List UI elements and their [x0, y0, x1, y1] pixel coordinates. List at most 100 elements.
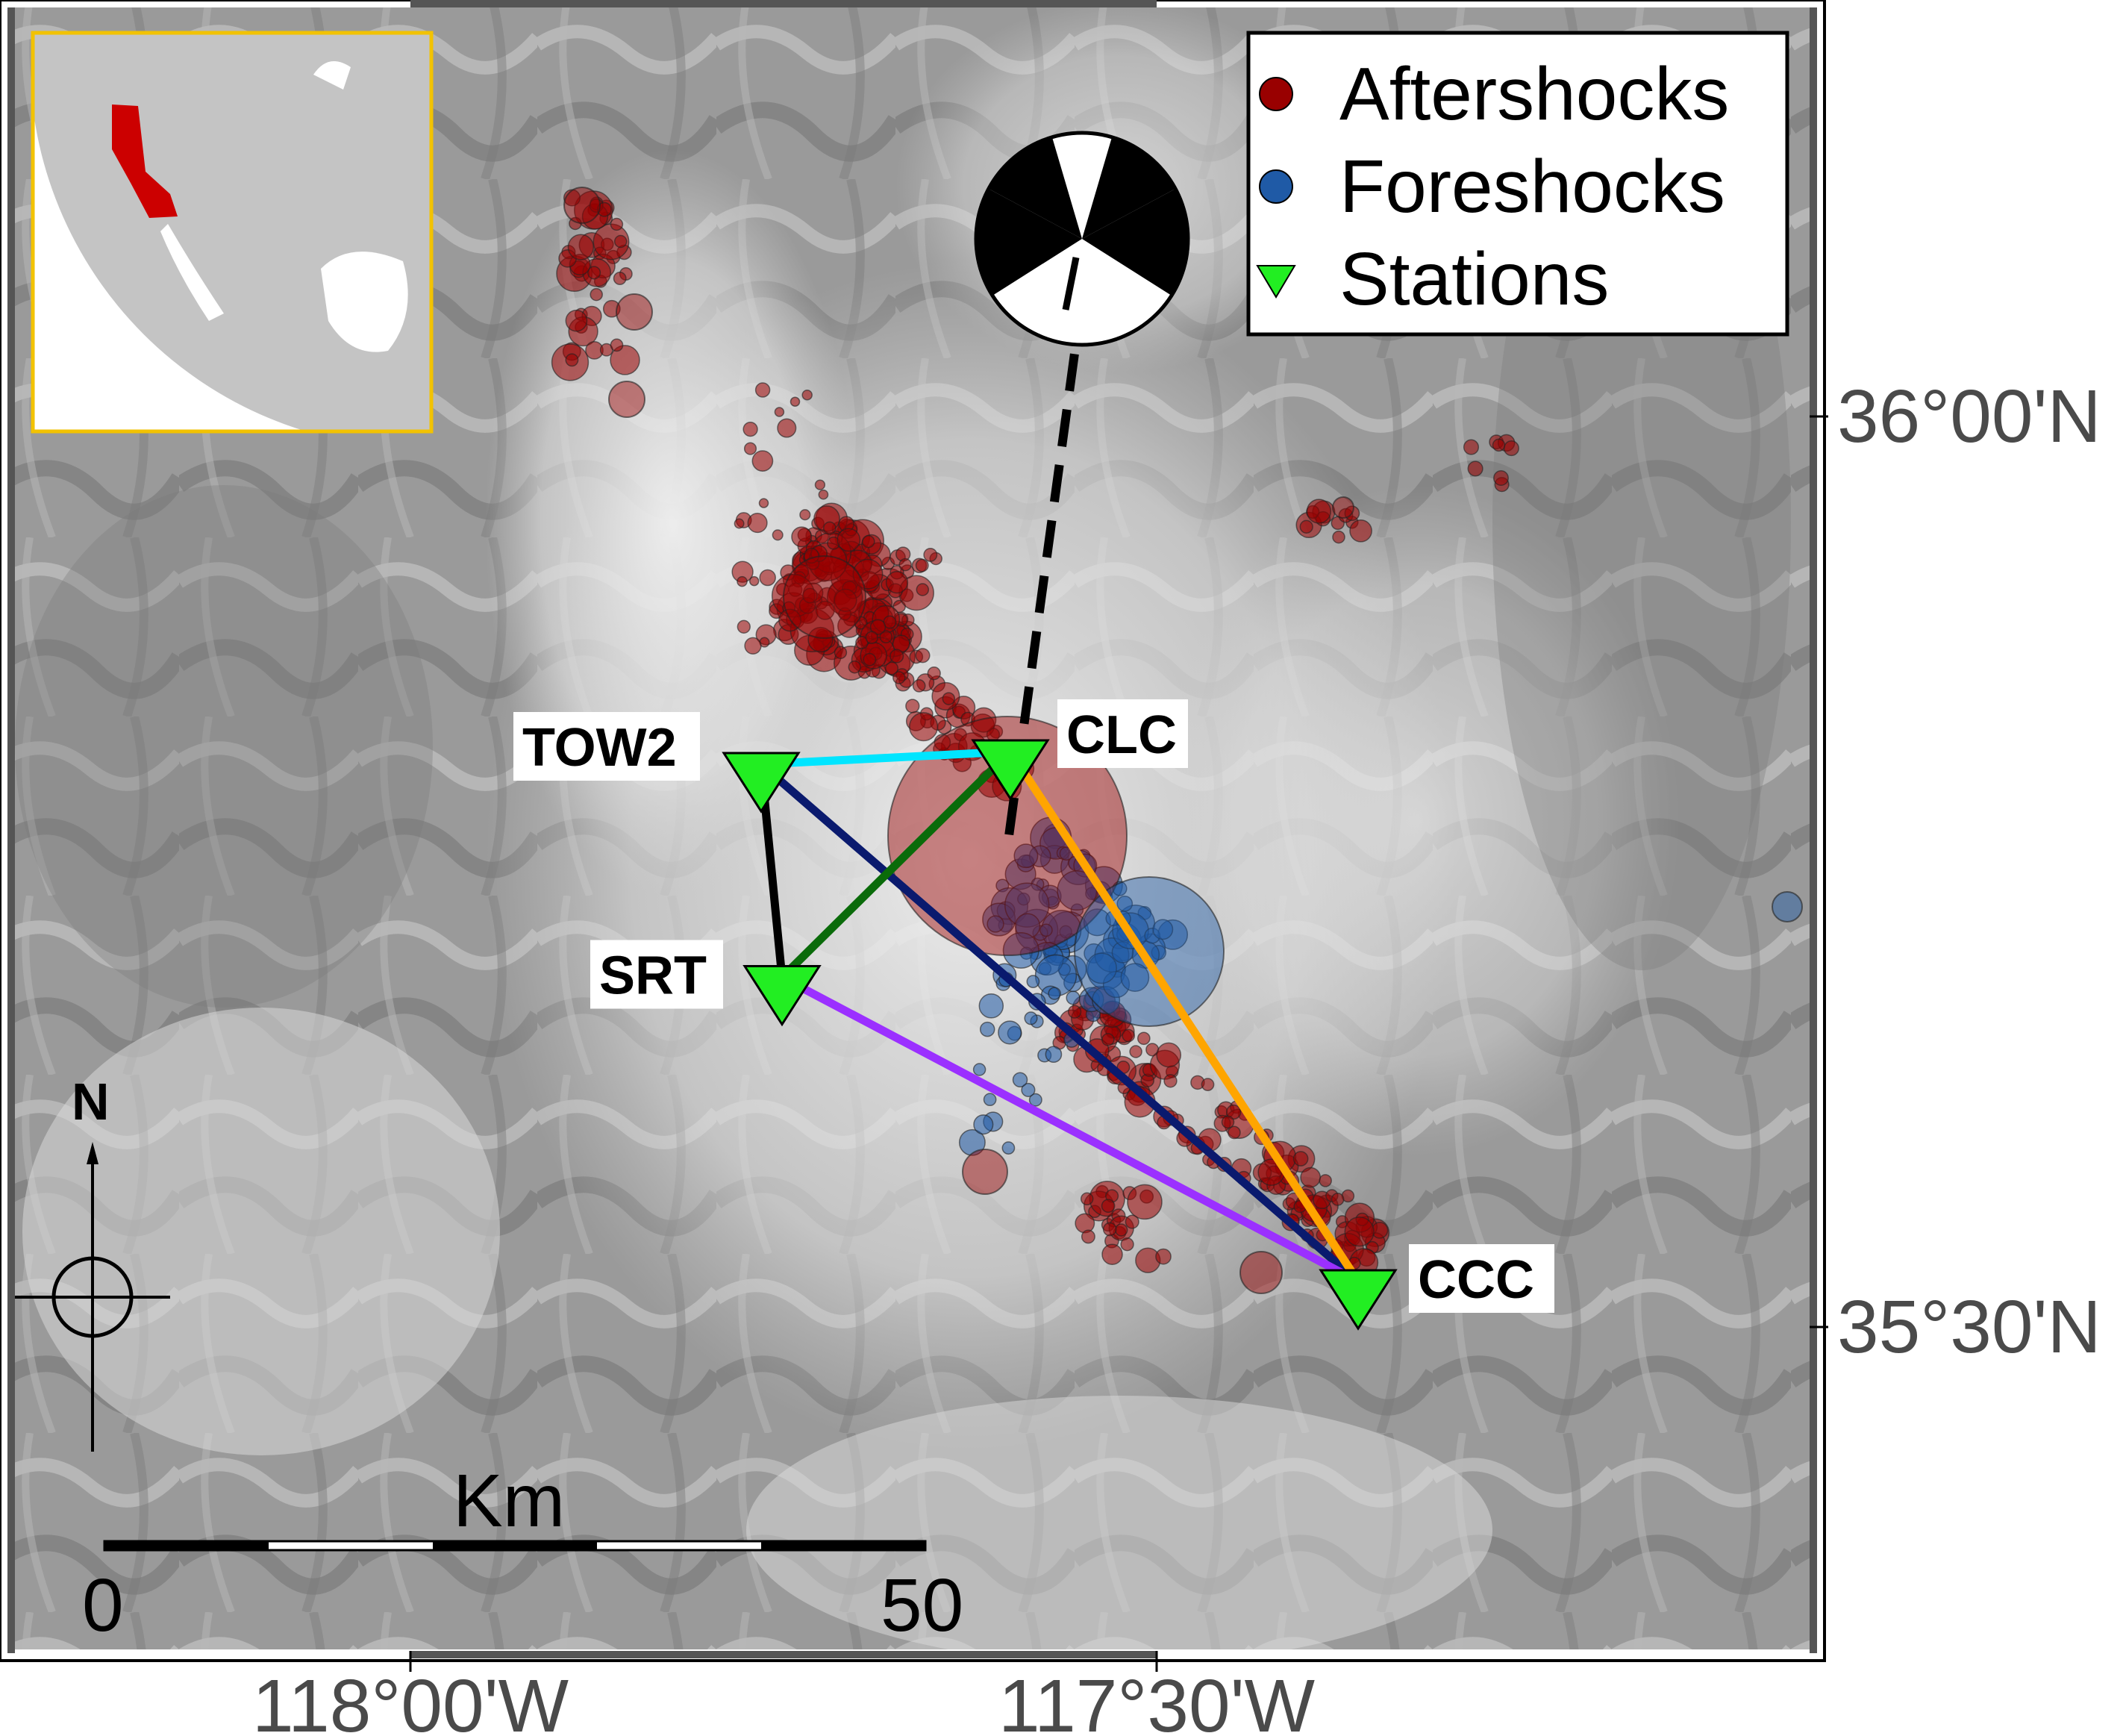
earthquake-marker: [814, 479, 826, 490]
earthquake-marker: [1221, 1115, 1235, 1129]
station-label-tow2: TOW2: [522, 718, 677, 778]
earthquake-marker: [1332, 496, 1354, 519]
inset-frame: [31, 31, 434, 434]
earthquake-marker: [565, 353, 579, 367]
earthquake-marker: [863, 652, 877, 666]
earthquake-marker: [610, 345, 640, 375]
earthquake-marker: [1024, 1011, 1038, 1025]
legend: Aftershocks Foreshocks Stations: [1246, 31, 1789, 337]
earthquake-marker: [610, 338, 624, 352]
station-label-srt: SRT: [599, 946, 707, 1006]
earthquake-marker: [743, 442, 757, 455]
earthquake-marker: [567, 234, 595, 260]
earthquake-marker: [1332, 530, 1345, 544]
earthquake-marker: [1300, 1167, 1322, 1188]
earthquake-marker: [1075, 1213, 1095, 1234]
earthquake-marker: [1349, 519, 1372, 543]
y-tick-label-35-30n: 35°30'N: [1837, 1285, 2101, 1369]
earthquake-marker: [1086, 952, 1117, 984]
earthquake-marker: [1013, 843, 1039, 869]
earthquake-marker: [962, 1149, 1008, 1195]
station-label-box: [1409, 1244, 1554, 1313]
earthquake-marker: [865, 631, 879, 645]
path-clc-ccc: [1006, 747, 1363, 1286]
earthquake-marker: [734, 518, 745, 529]
earthquake-marker: [1463, 439, 1480, 455]
earthquake-marker: [790, 396, 801, 407]
earthquake-marker: [1021, 1082, 1036, 1097]
earthquake-marker: [1319, 1174, 1332, 1187]
earthquake-marker: [610, 217, 624, 231]
earthquake-marker: [1122, 1028, 1136, 1043]
earthquake-marker: [1129, 1045, 1142, 1058]
station-label-box: [1057, 699, 1188, 768]
path-tow2-ccc: [757, 760, 1363, 1286]
path-clc-srt: [778, 747, 1015, 981]
earthquake-marker: [774, 407, 785, 417]
earthquake-marker: [759, 569, 776, 587]
earthquake-marker: [587, 266, 601, 280]
station-layer: TOW2 CLC SRT CCC: [513, 699, 1554, 1331]
station-label-box: [590, 940, 723, 1009]
earthquake-layer: [551, 187, 1803, 1294]
earthquake-marker: [1503, 440, 1519, 457]
earthquake-marker: [1467, 460, 1483, 477]
earthquake-marker: [742, 421, 758, 437]
earthquake-marker: [915, 558, 929, 572]
earthquake-marker: [834, 588, 857, 612]
earthquake-marker: [983, 1093, 997, 1107]
earthquake-marker: [848, 660, 862, 674]
station-marker-ccc: [1319, 1269, 1398, 1331]
earthquake-marker: [616, 293, 653, 331]
earthquake-marker: [1127, 1184, 1163, 1220]
y-tick-label-36n: 36°00'N: [1837, 375, 2101, 458]
earthquake-marker: [1299, 519, 1313, 534]
earthquake-marker: [972, 1063, 987, 1076]
earthquake-marker: [802, 587, 818, 604]
earthquake-marker: [1028, 1093, 1042, 1107]
earthquake-marker: [596, 202, 612, 217]
station-marker-srt: [742, 965, 822, 1027]
earthquake-marker: [822, 521, 837, 535]
earthquake-marker: [737, 575, 748, 587]
legend-stations: Stations: [1339, 237, 1609, 321]
earthquake-marker: [747, 513, 768, 534]
earthquake-marker: [905, 699, 920, 714]
earthquake-marker: [1101, 1033, 1115, 1046]
earthquake-marker: [744, 637, 762, 655]
earthquake-marker: [869, 619, 887, 635]
earthquake-marker: [834, 646, 848, 660]
earthquake-marker: [912, 679, 926, 693]
earthquake-marker: [1048, 987, 1061, 1000]
earthquake-marker: [613, 272, 627, 285]
earthquake-marker: [879, 630, 893, 644]
earthquake-marker: [1001, 1141, 1016, 1155]
earthquake-marker: [1045, 1046, 1063, 1064]
earthquake-marker: [1163, 1074, 1178, 1088]
earthquake-marker: [958, 1128, 986, 1156]
earthquake-marker: [1114, 1223, 1128, 1237]
earthquake-marker: [1331, 1193, 1345, 1206]
earthquake-marker: [916, 583, 930, 596]
earthquake-marker: [565, 309, 588, 332]
inset-map: [31, 31, 434, 434]
earthquake-marker: [978, 993, 1004, 1019]
earthquake-marker: [1120, 963, 1150, 992]
earthquake-marker: [1228, 1125, 1241, 1140]
earthquake-marker: [1152, 919, 1174, 940]
earthquake-marker: [1101, 1243, 1123, 1265]
x-tick-label-117-30w: 117°30'W: [998, 1664, 1316, 1736]
focal-mechanism-beachball: [974, 131, 1190, 347]
earthquake-marker: [889, 649, 904, 664]
earthquake-marker: [1081, 1229, 1095, 1244]
earthquake-marker: [1080, 1192, 1094, 1206]
earthquake-marker: [909, 712, 939, 742]
axis-ticks: [409, 415, 1828, 1672]
earthquake-marker: [898, 558, 912, 572]
earthquake-marker: [815, 600, 835, 620]
earthquake-marker: [1039, 923, 1053, 937]
earthquake-marker: [590, 287, 603, 302]
earthquake-marker: [885, 571, 909, 594]
earthquake-marker: [1012, 1072, 1028, 1088]
path-tow2-clc: [757, 747, 1015, 769]
